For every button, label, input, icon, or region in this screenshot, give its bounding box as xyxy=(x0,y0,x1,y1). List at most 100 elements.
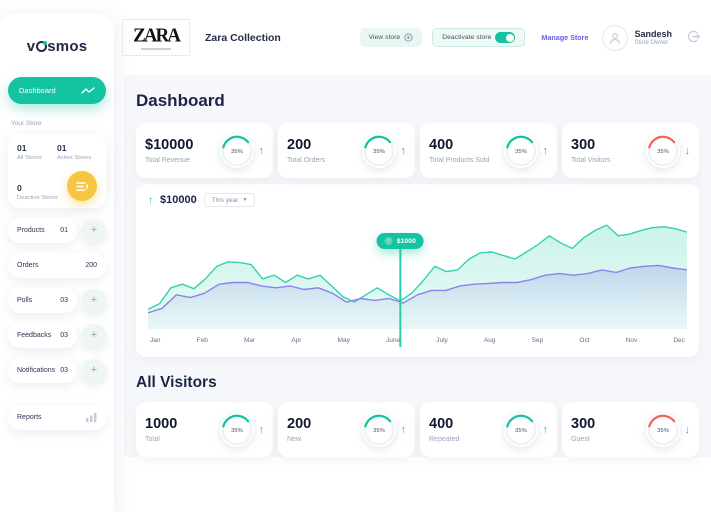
logo-text-suffix: smos xyxy=(47,38,88,55)
deactivate-store-label: Deactivate store xyxy=(442,34,492,41)
stat-value: 1000 xyxy=(145,416,178,432)
stat-card-visitors-total: 1000 Total 35% ↑ xyxy=(136,402,273,457)
bar-chart-icon xyxy=(86,413,97,422)
store-summary-card: 01 All Stores 01 Active Stores 0 Deactiv… xyxy=(8,134,106,208)
logout-icon xyxy=(687,30,700,42)
trend-line-icon xyxy=(81,86,95,94)
dashboard-label: Dashboard xyxy=(19,86,56,95)
month-label: Oct xyxy=(579,337,590,344)
stat-card-total-orders: 200 Total Orders 35% ↑ xyxy=(278,123,415,178)
polls-count: 03 xyxy=(60,297,68,304)
reports-label: Reports xyxy=(17,414,42,421)
progress-ring: 35% xyxy=(646,413,680,447)
main-content: Dashboard $10000 Total Revenue 35% ↑ 200… xyxy=(124,75,711,512)
sidebar-item-feedbacks[interactable]: Feedbacks 03 xyxy=(8,323,77,348)
zara-logo-subtext xyxy=(141,47,171,50)
logout-button[interactable] xyxy=(684,27,703,49)
products-label: Products xyxy=(17,227,45,234)
notifications-count: 03 xyxy=(60,367,68,374)
stat-label: Guest xyxy=(571,436,590,443)
stat-card-visitors-repeated: 400 Repeated 35% ↑ xyxy=(420,402,557,457)
tooltip-value: $1000 xyxy=(396,237,416,245)
progress-ring: 35% xyxy=(362,413,396,447)
stat-label: Total Revenue xyxy=(145,157,190,164)
stat-card-total-visitors: 300 Total Visitors 35% ↓ xyxy=(562,123,699,178)
month-label: Aug xyxy=(483,337,496,344)
page-title: Dashboard xyxy=(136,91,225,110)
add-notification-button[interactable]: + xyxy=(82,358,106,383)
deactive-stores-label: Deactive Stores xyxy=(17,195,58,201)
all-stores-label: All Stores xyxy=(17,155,42,161)
chart-range-label: This year xyxy=(211,196,239,204)
orders-count: 200 xyxy=(85,262,97,269)
add-product-button[interactable]: + xyxy=(82,218,106,243)
stat-card-total-revenue: $10000 Total Revenue 35% ↑ xyxy=(136,123,273,178)
revenue-chart[interactable]: ↑ $1000 Jan Feb Mar Apr May June July Aug Sep Oct… xyxy=(148,211,687,353)
stat-label: New xyxy=(287,436,302,443)
plus-icon: + xyxy=(90,364,98,376)
chart-range-select[interactable]: This year ▼ xyxy=(203,193,256,207)
your-store-label: Your Store xyxy=(11,120,42,127)
sidebar-item-products[interactable]: Products 01 xyxy=(8,218,77,243)
month-label: July xyxy=(436,337,448,344)
deactive-stores-value: 0 xyxy=(17,183,22,193)
trend-arrow-icon: ↑ xyxy=(258,144,265,157)
month-label: May xyxy=(337,337,350,344)
stat-label: Repeated xyxy=(429,436,460,443)
month-label: Apr xyxy=(291,337,302,344)
trend-arrow-icon: ↓ xyxy=(684,423,691,436)
all-stores-value: 01 xyxy=(17,143,27,153)
store-actions-button[interactable] xyxy=(67,171,97,201)
user-role: Store Owner xyxy=(634,40,669,46)
stat-value: 200 xyxy=(287,137,312,153)
visitors-section-title: All Visitors xyxy=(136,374,217,391)
tooltip-marker-line xyxy=(399,247,401,347)
sidebar-item-reports[interactable]: Reports xyxy=(8,405,106,430)
header-actions: View store Deactivate store Manage Store… xyxy=(359,24,703,51)
sidebar-item-notifications[interactable]: Notifications 03 xyxy=(8,358,77,383)
month-label: Mar xyxy=(243,337,256,344)
add-poll-button[interactable]: + xyxy=(82,288,106,313)
zara-logo-text: ZARA xyxy=(133,23,181,47)
stat-label: Total Products Sold xyxy=(429,157,490,164)
deactivate-store-button[interactable]: Deactivate store xyxy=(432,28,526,47)
active-stores-value: 01 xyxy=(57,143,67,153)
person-icon xyxy=(610,32,621,44)
active-stores-label: Active Stores xyxy=(57,155,92,161)
sidebar-item-polls[interactable]: Polls 03 xyxy=(8,288,77,313)
month-axis: Jan Feb Mar Apr May June July Aug Sep Oct Nov Dec xyxy=(148,337,687,344)
visitors-stats-row: 1000 Total 35% ↑ 200 New 35% ↑ 400 Repea… xyxy=(136,402,699,457)
view-store-label: View store xyxy=(368,34,401,41)
stat-label: Total Visitors xyxy=(571,157,611,164)
progress-ring: 35% xyxy=(220,134,254,168)
stat-card-visitors-new: 200 New 35% ↑ xyxy=(278,402,415,457)
month-label: June xyxy=(386,337,401,344)
svg-text:35%: 35% xyxy=(231,428,243,434)
user-name: Sandesh xyxy=(634,29,672,39)
stat-value: 300 xyxy=(571,416,596,432)
feedbacks-label: Feedbacks xyxy=(17,332,52,339)
avatar[interactable] xyxy=(602,24,629,51)
deactivate-toggle[interactable] xyxy=(495,32,516,43)
revenue-chart-card: ↑ $10000 This year ▼ xyxy=(136,184,699,357)
sidebar-item-dashboard[interactable]: Dashboard xyxy=(8,77,106,104)
user-info: Sandesh Store Owner xyxy=(634,29,672,46)
sidebar-item-orders[interactable]: Orders 200 xyxy=(8,253,106,278)
add-feedback-button[interactable]: + xyxy=(82,323,106,348)
stat-value: 400 xyxy=(429,416,454,432)
stat-value: 200 xyxy=(287,416,312,432)
logo-text-prefix: v xyxy=(26,38,36,55)
stat-label: Total xyxy=(145,436,160,443)
view-store-button[interactable]: View store xyxy=(359,28,423,47)
svg-text:35%: 35% xyxy=(515,149,527,155)
chart-trend-up-icon: ↑ xyxy=(148,194,153,206)
month-label: Feb xyxy=(196,337,208,344)
store-name: Zara Collection xyxy=(205,31,281,44)
manage-store-link[interactable]: Manage Store xyxy=(541,33,589,42)
month-label: Dec xyxy=(673,337,685,344)
svg-text:35%: 35% xyxy=(373,428,385,434)
progress-ring: 35% xyxy=(362,134,396,168)
stat-value: 300 xyxy=(571,137,596,153)
dashboard-stats-row: $10000 Total Revenue 35% ↑ 200 Total Ord… xyxy=(136,123,699,178)
stat-value: 400 xyxy=(429,137,454,153)
